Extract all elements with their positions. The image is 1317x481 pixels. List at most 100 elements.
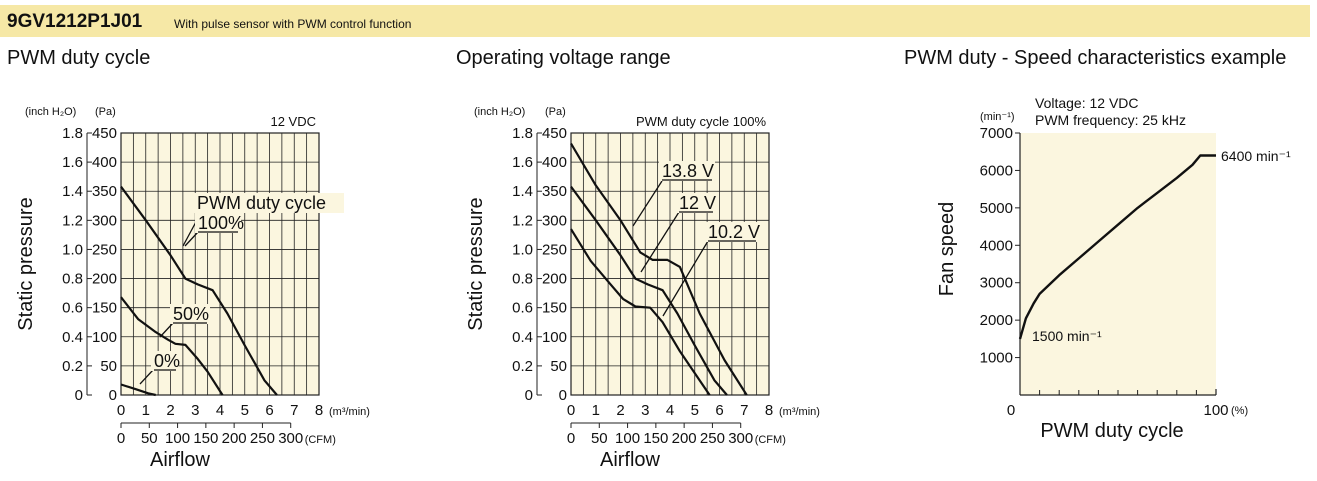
chart2-y-label: Static pressure [465, 197, 487, 330]
chart1-x-tick-cfm: 200 [222, 430, 247, 447]
chart1-x-tick-cfm: 50 [141, 430, 158, 447]
chart1-leader-line [182, 219, 198, 247]
chart3-y-tick-label: 3000 [980, 275, 1013, 292]
chart3-speed-line [1018, 154, 1216, 340]
chart1-y-tick-pa: 400 [92, 154, 117, 171]
chart2-series-line-2 [570, 228, 711, 396]
chart2-x-tick-m3: 6 [715, 402, 723, 419]
chart2-y-tick-pa: 200 [542, 271, 567, 288]
chart1-x-tick-cfm: 150 [193, 430, 218, 447]
panel-title-speed-characteristics: PWM duty - Speed characteristics example [904, 47, 1287, 69]
chart2-series-line-0 [570, 142, 748, 396]
chart2-x-tick-cfm: 200 [672, 430, 697, 447]
chart1-y-tick-inch: 1.0 [62, 241, 83, 258]
chart1-y-tick-inch: 0 [75, 387, 83, 404]
model-header-bar: 9GV1212P1J01 With pulse sensor with PWM … [0, 5, 1310, 37]
chart3-x-label: PWM duty cycle [1040, 420, 1183, 442]
chart1-series-label: 100% [198, 213, 244, 233]
model-description: With pulse sensor with PWM control funct… [174, 17, 412, 31]
chart3-condition-frequency: PWM frequency: 25 kHz [1035, 112, 1186, 128]
chart2-y-tick-inch: 0 [525, 387, 533, 404]
chart2-x-tick-m3: 7 [740, 402, 748, 419]
chart2-x-unit-m3: (m³/min) [779, 406, 820, 418]
chart2-y-tick-inch: 1.8 [512, 125, 533, 142]
chart1-y-tick-inch: 1.6 [62, 154, 83, 171]
chart2-series-line-1 [570, 185, 728, 396]
chart2-y-tick-pa: 400 [542, 154, 567, 171]
chart2-x-tick-cfm: 250 [700, 430, 725, 447]
chart2-x-unit-cfm: (CFM) [755, 434, 786, 446]
chart2-x-tick-m3: 2 [616, 402, 624, 419]
chart1-label-bg [151, 351, 179, 371]
chart1-x-tick-cfm: 250 [250, 430, 275, 447]
chart2-series-label: 12 V [679, 193, 716, 213]
chart1-label-bg [170, 304, 210, 324]
chart1-series-label: PWM duty cycle [197, 193, 326, 213]
chart1-x-tick-m3: 0 [117, 402, 125, 419]
chart3-y-tick-label: 2000 [980, 312, 1013, 329]
chart2-y-tick-pa: 250 [542, 241, 567, 258]
chart2-y-tick-pa: 350 [542, 183, 567, 200]
chart2-x-tick-cfm: 50 [591, 430, 608, 447]
chart1-x-label: Airflow [150, 449, 211, 471]
chart3-y-tick-label: 1000 [980, 350, 1013, 367]
chart2-x-tick-m3: 3 [641, 402, 649, 419]
chart1-x-tick-m3: 1 [142, 402, 150, 419]
chart2-y-tick-inch: 1.4 [512, 183, 533, 200]
chart3-y-label: Fan speed [936, 202, 958, 297]
chart3-condition-voltage: Voltage: 12 VDC [1035, 95, 1139, 111]
chart3-annotation-min-speed: 1500 min⁻¹ [1032, 328, 1102, 344]
chart2-label-bg [676, 193, 716, 213]
chart1-condition-label: 12 VDC [270, 114, 316, 129]
chart2-series-label: 10.2 V [708, 222, 760, 242]
chart2-y-tick-pa: 100 [542, 329, 567, 346]
chart1-y-tick-pa: 150 [92, 300, 117, 317]
chart1-leader-line [159, 322, 174, 338]
chart2-y-tick-pa: 50 [550, 358, 567, 375]
chart1-y-tick-pa: 300 [92, 212, 117, 229]
chart1-x-tick-m3: 7 [290, 402, 298, 419]
chart3-plot-area [1020, 133, 1216, 395]
chart1-x-unit-m3: (m³/min) [329, 406, 370, 418]
chart1-x-tick-m3: 8 [315, 402, 323, 419]
chart2-label-bg [705, 222, 759, 242]
chart1-label-bg [195, 213, 241, 233]
chart1-x-tick-m3: 2 [166, 402, 174, 419]
panel-title-operating-voltage: Operating voltage range [456, 47, 671, 69]
chart2-y-tick-pa: 450 [542, 125, 567, 142]
chart2-y-unit-inch: (inch H₂O) [474, 106, 525, 118]
chart2-y-tick-inch: 0.4 [512, 329, 533, 346]
chart2-series-label: 13.8 V [662, 161, 714, 181]
chart1-y-tick-pa: 100 [92, 329, 117, 346]
chart1-y-tick-inch: 0.6 [62, 300, 83, 317]
chart1-x-tick-m3: 3 [191, 402, 199, 419]
chart3-x-tick-0: 0 [1007, 402, 1015, 419]
chart3-x-unit: (%) [1231, 405, 1248, 417]
chart2-y-tick-pa: 300 [542, 212, 567, 229]
chart1-leader-line [139, 369, 154, 385]
chart1-y-tick-inch: 0.8 [62, 271, 83, 288]
model-number: 9GV1212P1J01 [7, 11, 143, 32]
chart2-x-tick-m3: 1 [592, 402, 600, 419]
chart1-series-label: 50% [173, 304, 209, 324]
chart3-y-tick-label: 5000 [980, 200, 1013, 217]
chart2-y-tick-pa: 0 [559, 387, 567, 404]
chart2-x-tick-m3: 4 [666, 402, 674, 419]
chart1-y-label: Static pressure [15, 197, 37, 330]
chart1-y-tick-inch: 1.8 [62, 125, 83, 142]
chart1-x-tick-cfm: 100 [165, 430, 190, 447]
chart2-x-tick-m3: 0 [567, 402, 575, 419]
chart2-y-tick-inch: 0.6 [512, 300, 533, 317]
chart1-y-tick-inch: 1.2 [62, 212, 83, 229]
chart1-x-tick-m3: 4 [216, 402, 224, 419]
chart1-series-label: 0% [154, 351, 180, 371]
chart2-condition-label: PWM duty cycle 100% [636, 114, 766, 129]
chart2-x-tick-cfm: 100 [615, 430, 640, 447]
chart1-y-tick-pa: 200 [92, 271, 117, 288]
chart2-x-label: Airflow [600, 449, 661, 471]
chart3-annotation-max-speed: 6400 min⁻¹ [1221, 148, 1291, 164]
chart3-y-tick-label: 7000 [980, 125, 1013, 142]
chart1-leader-line [184, 231, 199, 247]
chart2-y-tick-inch: 1.0 [512, 241, 533, 258]
